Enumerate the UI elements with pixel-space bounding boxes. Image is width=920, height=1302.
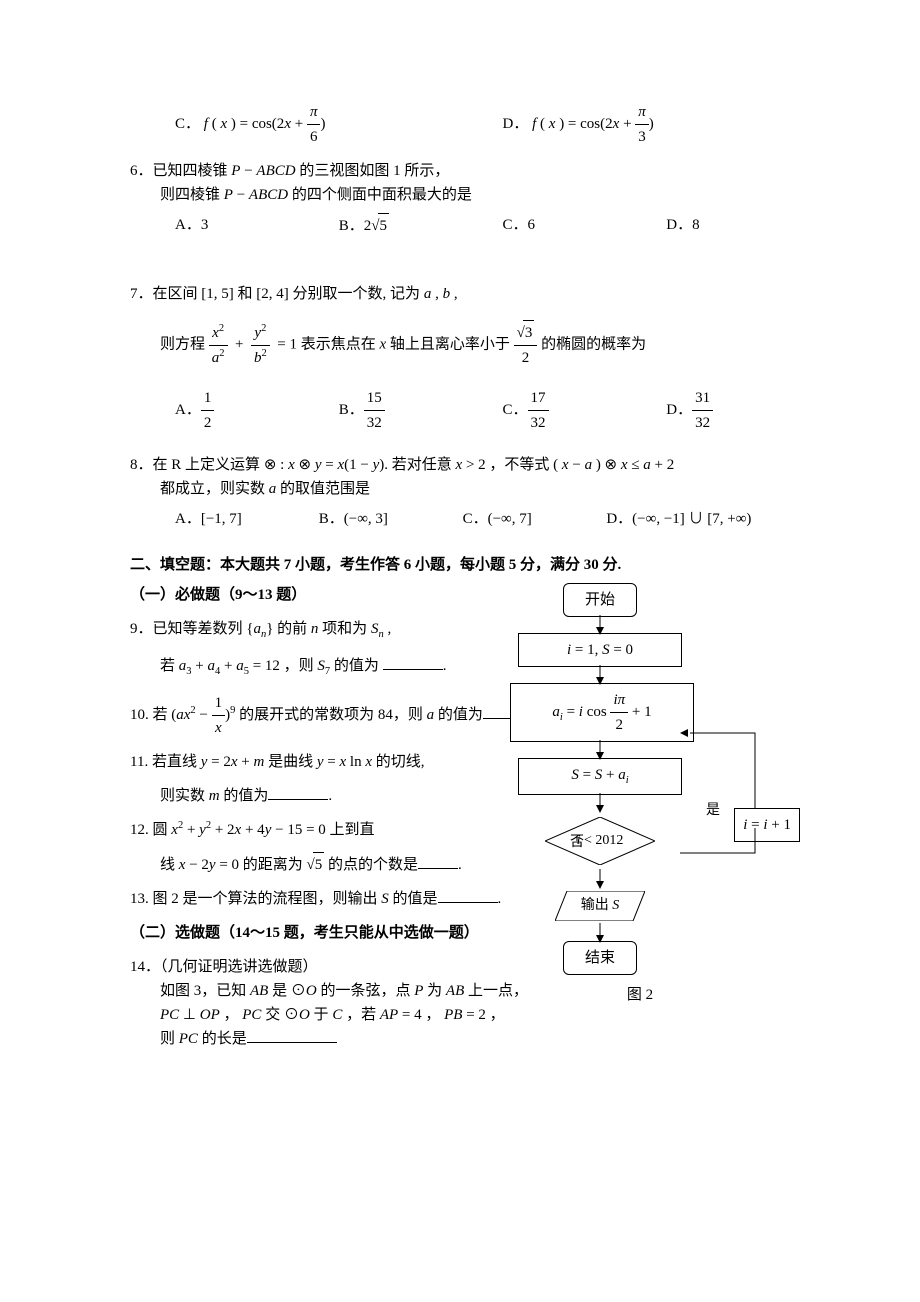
fc-arrow (510, 740, 690, 760)
fc-decision: i < 2012 (545, 817, 655, 865)
opt-label: D． (503, 116, 529, 132)
fc-arrow (510, 793, 690, 813)
q14-line3: 则 PC 的长是 (130, 1027, 550, 1051)
fc-end: 结束 (563, 941, 637, 975)
q8-opts: A．[−1, 7] B．(−∞, 3] C．(−∞, 7] D．(−∞, −1]… (130, 507, 830, 531)
period: . (458, 857, 462, 873)
q8-line1: 8．在 R 上定义运算 ⊗ : x ⊗ y = x(1 − y). 若对任意 x… (130, 453, 830, 477)
fc-arrow (510, 665, 690, 685)
q7-line1: 7．在区间 [1, 5] 和 [2, 4] 分别取一个数, 记为 a , b , (130, 282, 830, 306)
q7-d: D．3132 (666, 386, 830, 435)
q5-d-math: f ( x ) = cos(2x + π3) (532, 116, 654, 132)
q-num: 7． (130, 286, 153, 302)
q-num: 9． (130, 621, 153, 637)
q7-c: C．1732 (503, 386, 667, 435)
q6-a: A．3 (175, 213, 339, 238)
fc-arrow (510, 923, 690, 943)
q6-line2: 则四棱锥 P − ABCD 的四个侧面中面积最大的是 (130, 183, 830, 207)
q6-opts: A．3 B．25 C．6 D．8 (130, 213, 830, 238)
blank (383, 654, 443, 670)
q8-b: B．(−∞, 3] (319, 507, 463, 531)
q6-d: D．8 (666, 213, 830, 238)
q7-a: A．12 (175, 386, 339, 435)
flowchart-figure2: 开始 i = 1, S = 0 ai = i cos iπ2 + 1 S = S… (480, 583, 800, 1007)
q-num: 11. (130, 754, 148, 770)
fc-caption: 图 2 (480, 983, 800, 1007)
q-num: 8． (130, 457, 153, 473)
period: . (328, 788, 332, 804)
q5-options-cd: C． f ( x ) = cos(2x + π6) D． f ( x ) = c… (130, 100, 830, 149)
fc-start: 开始 (563, 583, 637, 617)
fc-arrow (510, 869, 690, 889)
q8-d: D．(−∞, −1] ∪ [7, +∞) (606, 507, 830, 531)
blank (418, 853, 458, 869)
q6-c: C．6 (503, 213, 667, 238)
fc-no-label: 否 (570, 832, 584, 854)
blank (247, 1027, 337, 1043)
q5-c-math: f ( x ) = cos(2x + π6) (204, 116, 326, 132)
fc-calc: ai = i cos iπ2 + 1 (510, 683, 694, 742)
fc-arrow (510, 615, 690, 635)
q7-opts: A．12 B．1532 C．1732 D．3132 (130, 386, 830, 435)
blank (268, 784, 328, 800)
q5-opt-d: D． f ( x ) = cos(2x + π3) (503, 100, 831, 149)
q6-line1: 6．已知四棱锥 P − ABCD 的三视图如图 1 所示， (130, 159, 830, 183)
opt-label: C． (175, 116, 200, 132)
q8-line2: 都成立，则实数 a 的取值范围是 (130, 477, 830, 501)
q8: 8．在 R 上定义运算 ⊗ : x ⊗ y = x(1 − y). 若对任意 x… (130, 453, 830, 531)
fc-sum: S = S + ai (518, 758, 682, 795)
fc-output-var: S (612, 898, 619, 913)
q14-subtitle: （几何证明选讲选做题） (160, 959, 318, 975)
q7-b: B．1532 (339, 386, 503, 435)
q6: 6．已知四棱锥 P − ABCD 的三视图如图 1 所示， 则四棱锥 P − A… (130, 159, 830, 238)
q8-a: A．[−1, 7] (175, 507, 319, 531)
q-num: 13. (130, 891, 149, 907)
q5-opt-c: C． f ( x ) = cos(2x + π6) (130, 100, 503, 149)
q-num: 14． (130, 959, 160, 975)
fc-output: 输出 S (555, 891, 645, 921)
fc-init: i = 1, S = 0 (518, 633, 682, 667)
q-num: 6． (130, 163, 153, 179)
q-num: 10. (130, 707, 149, 723)
fc-output-label: 输出 (581, 898, 609, 913)
q7-line2: 则方程 x2a2 + y2b2 = 1 表示焦点在 x 轴上且离心率小于 32 … (130, 320, 830, 370)
fc-loop-connector (680, 713, 800, 893)
q8-c: C．(−∞, 7] (463, 507, 607, 531)
period: . (443, 658, 447, 674)
section2-body: 开始 i = 1, S = 0 ai = i cos iπ2 + 1 S = S… (130, 583, 830, 1051)
section2-header: 二、填空题：本大题共 7 小题，考生作答 6 小题，每小题 5 分，满分 30 … (130, 553, 830, 577)
q6-b: B．25 (339, 213, 503, 238)
q7: 7．在区间 [1, 5] 和 [2, 4] 分别取一个数, 记为 a , b ,… (130, 282, 830, 435)
q-num: 12. (130, 822, 149, 838)
